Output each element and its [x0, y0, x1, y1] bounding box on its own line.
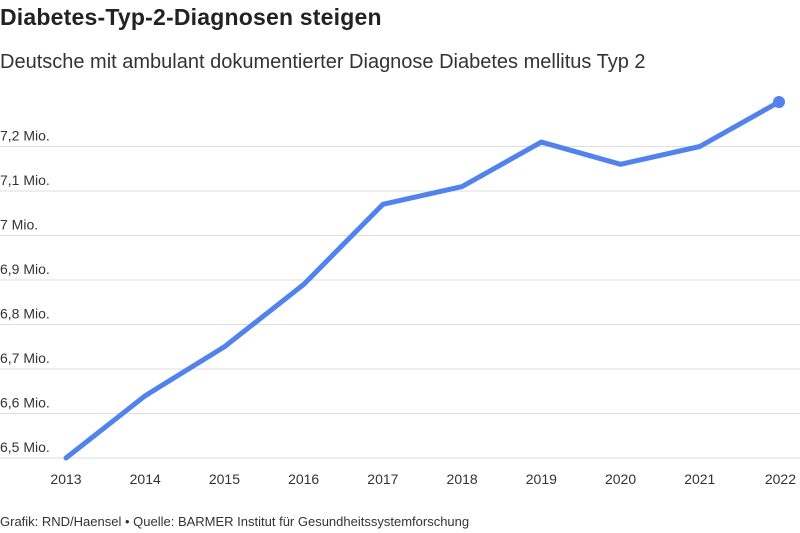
y-tick-label: 7 Mio. — [0, 217, 38, 233]
y-tick-label: 6,5 Mio. — [0, 439, 50, 455]
x-tick-label: 2021 — [684, 471, 715, 487]
x-tick-label: 2017 — [367, 471, 398, 487]
x-tick-label: 2018 — [447, 471, 478, 487]
series-line — [63, 99, 782, 461]
source-footer: Grafik: RND/Haensel • Quelle: BARMER Ins… — [0, 514, 470, 529]
y-tick-label: 7,2 Mio. — [0, 128, 50, 144]
data-point — [697, 144, 702, 149]
x-tick-label: 2015 — [209, 471, 240, 487]
data-point — [539, 140, 544, 145]
y-tick-label: 6,8 Mio. — [0, 306, 50, 322]
y-tick-label: 6,7 Mio. — [0, 350, 50, 366]
data-point — [222, 344, 227, 349]
y-tick-label: 7,1 Mio. — [0, 172, 50, 188]
chart-subtitle: Deutsche mit ambulant dokumentierter Dia… — [0, 51, 646, 73]
data-point — [64, 456, 69, 461]
gridlines — [0, 146, 800, 459]
x-tick-label: 2013 — [50, 471, 81, 487]
data-point — [143, 393, 148, 398]
y-axis-ticks: 6,5 Mio. 6,6 Mio. 6,7 Mio. 6,8 Mio. 6,9 Mio.… — [0, 128, 50, 456]
end-point-marker — [773, 96, 785, 108]
data-point — [460, 184, 465, 189]
data-point — [618, 162, 623, 167]
x-tick-label: 2020 — [605, 471, 636, 487]
series-layer — [63, 96, 785, 461]
x-tick-label: 2019 — [526, 471, 557, 487]
y-tick-label: 6,6 Mio. — [0, 395, 50, 411]
data-point — [301, 282, 306, 287]
data-point — [380, 202, 385, 207]
x-tick-label: 2022 — [765, 471, 796, 487]
chart-title: Diabetes-Typ-2-Diagnosen steigen — [0, 4, 382, 30]
x-tick-label: 2014 — [130, 471, 161, 487]
y-tick-label: 6,9 Mio. — [0, 261, 50, 277]
x-axis-ticks: 2013 2014 2015 2016 2017 2018 2019 2020 2021 2022 — [50, 471, 796, 487]
x-tick-label: 2016 — [288, 471, 319, 487]
